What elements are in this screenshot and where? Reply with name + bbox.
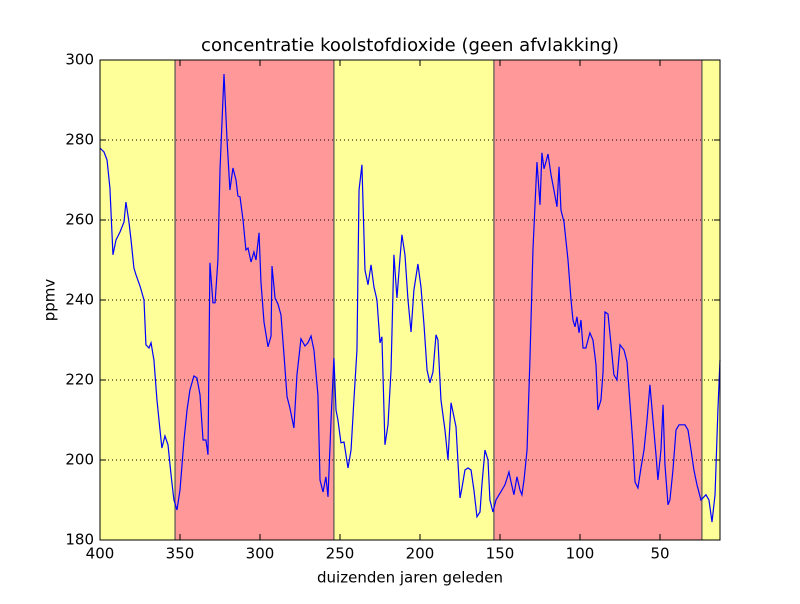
x-tick-label: 350 xyxy=(166,545,195,563)
chart-title: concentratie koolstofdioxide (geen afvla… xyxy=(201,35,619,56)
background-band xyxy=(175,60,334,540)
background-band xyxy=(100,60,176,540)
data-line xyxy=(99,73,721,523)
x-tick-label: 200 xyxy=(406,545,435,563)
x-tick-label: 50 xyxy=(650,545,669,563)
y-tick-label: 220 xyxy=(65,371,94,389)
x-tick-label: 400 xyxy=(86,545,115,563)
plot-area: 180 200 220 240 260 280 300 400 350 300 250 200 150 1… xyxy=(65,51,721,563)
background-band xyxy=(701,60,720,540)
y-axis-label: ppmv xyxy=(41,279,59,322)
x-tick-label: 250 xyxy=(326,545,355,563)
x-tick-label: 300 xyxy=(246,545,275,563)
y-tick-label: 200 xyxy=(65,451,94,469)
y-tick-label: 280 xyxy=(65,131,94,149)
y-tick-label: 240 xyxy=(65,291,94,309)
x-tick-label: 150 xyxy=(486,545,515,563)
x-tick-label: 100 xyxy=(566,545,595,563)
plot-frame xyxy=(99,59,721,541)
y-tick-label: 180 xyxy=(65,531,94,549)
y-tick-label: 300 xyxy=(65,51,94,69)
x-axis-label: duizenden jaren geleden xyxy=(317,569,503,587)
y-tick-label: 260 xyxy=(65,211,94,229)
